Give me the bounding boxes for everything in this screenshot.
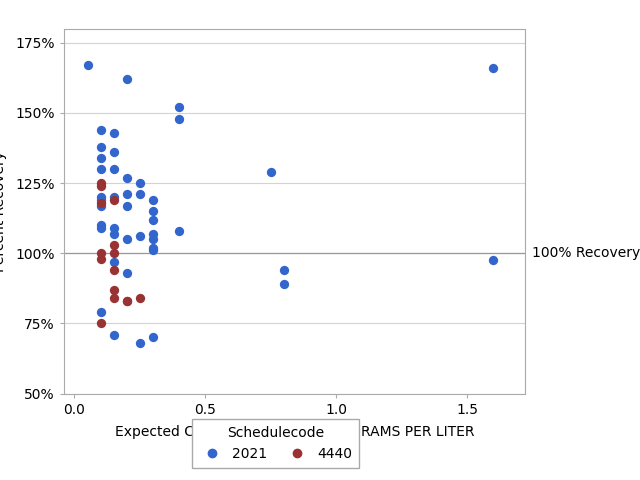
4440 (109, 196, 119, 204)
2021 (174, 227, 184, 235)
2021 (148, 334, 158, 341)
2021 (95, 221, 106, 229)
2021 (122, 191, 132, 198)
2021 (135, 233, 145, 240)
4440 (95, 182, 106, 190)
2021 (109, 193, 119, 201)
4440 (109, 286, 119, 294)
4440 (109, 294, 119, 302)
2021 (109, 148, 119, 156)
X-axis label: Expected Concentration in MICROGRAMS PER LITER: Expected Concentration in MICROGRAMS PER… (115, 425, 474, 439)
4440 (95, 199, 106, 206)
4440 (122, 297, 132, 305)
2021 (109, 224, 119, 232)
2021 (148, 235, 158, 243)
4440 (109, 266, 119, 274)
2021 (95, 126, 106, 133)
2021 (122, 269, 132, 277)
2021 (488, 64, 499, 72)
2021 (95, 196, 106, 204)
2021 (148, 207, 158, 215)
2021 (95, 154, 106, 162)
Text: 100% Recovery: 100% Recovery (532, 246, 640, 260)
4440 (95, 320, 106, 327)
2021 (95, 202, 106, 209)
2021 (109, 165, 119, 173)
2021 (148, 230, 158, 238)
2021 (148, 244, 158, 252)
2021 (135, 180, 145, 187)
4440 (95, 250, 106, 257)
4440 (109, 250, 119, 257)
2021 (95, 224, 106, 232)
2021 (95, 193, 106, 201)
2021 (109, 230, 119, 238)
2021 (279, 280, 289, 288)
4440 (95, 255, 106, 263)
2021 (109, 258, 119, 265)
2021 (122, 75, 132, 83)
Y-axis label: Percent Recovery: Percent Recovery (0, 151, 7, 272)
2021 (174, 104, 184, 111)
2021 (266, 168, 276, 176)
2021 (148, 247, 158, 254)
2021 (174, 115, 184, 122)
2021 (95, 143, 106, 151)
2021 (109, 129, 119, 136)
2021 (135, 339, 145, 347)
2021 (109, 331, 119, 338)
2021 (135, 191, 145, 198)
2021 (83, 61, 93, 69)
2021 (148, 216, 158, 224)
2021 (122, 202, 132, 209)
4440 (122, 297, 132, 305)
Point (488, 256, 499, 264)
2021 (148, 196, 158, 204)
4440 (109, 241, 119, 249)
2021 (279, 266, 289, 274)
4440 (95, 180, 106, 187)
2021 (95, 165, 106, 173)
Legend: 2021, 4440: 2021, 4440 (191, 420, 359, 468)
4440 (135, 294, 145, 302)
2021 (95, 308, 106, 316)
2021 (122, 174, 132, 181)
2021 (122, 235, 132, 243)
